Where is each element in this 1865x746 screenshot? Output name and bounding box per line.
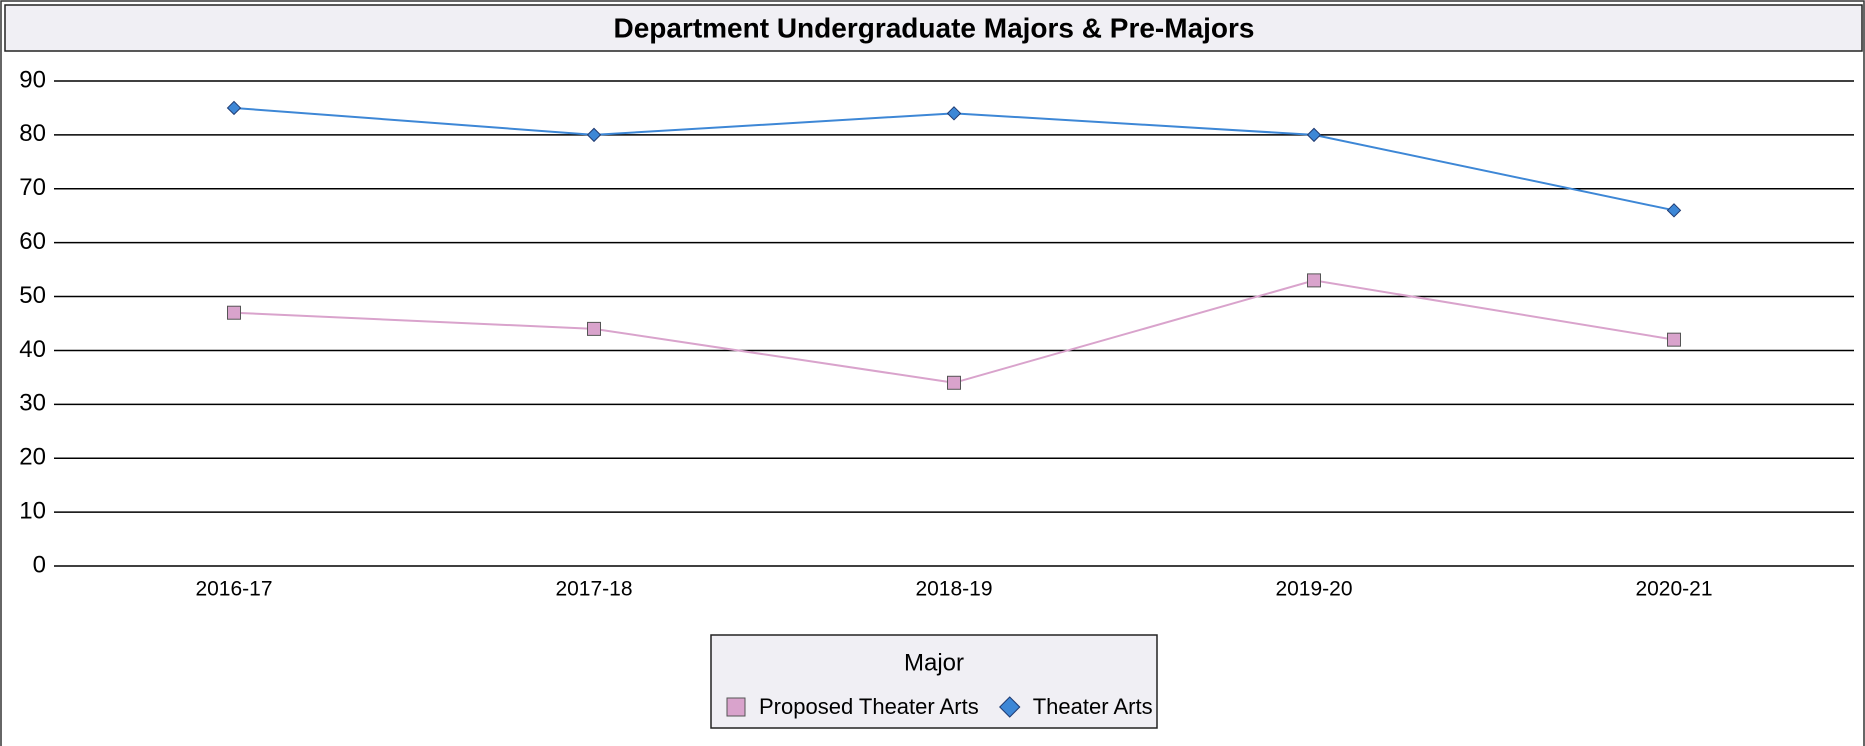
y-tick-label: 20: [19, 444, 46, 471]
data-point: [227, 305, 241, 320]
legend-label: Theater Arts: [1033, 694, 1153, 719]
y-tick-label: 60: [19, 228, 46, 255]
legend-swatch: [726, 697, 746, 717]
data-point: [1307, 273, 1321, 288]
data-point: [1306, 127, 1322, 143]
data-point: [1666, 203, 1682, 218]
y-tick-label: 50: [19, 282, 46, 309]
chart-title: Department Undergraduate Majors & Pre-Ma…: [613, 12, 1254, 43]
series-line: [233, 279, 1675, 384]
legend-box: [710, 634, 1158, 729]
y-tick-label: 70: [19, 174, 46, 201]
data-point: [587, 321, 601, 336]
data-point: [1667, 332, 1681, 347]
title-box: [4, 4, 1863, 52]
y-tick-label: 80: [19, 120, 46, 147]
legend-title: Major: [904, 649, 964, 676]
y-tick-label: 0: [33, 551, 46, 578]
data-point: [946, 106, 962, 121]
data-point: [586, 127, 602, 143]
x-tick-label: 2020-21: [1635, 578, 1712, 601]
series-line: [233, 106, 1675, 212]
y-tick-label: 30: [19, 390, 46, 417]
legend-label: Proposed Theater Arts: [759, 694, 979, 719]
y-tick-label: 10: [19, 497, 46, 524]
x-tick-label: 2019-20: [1275, 578, 1352, 601]
x-tick-label: 2016-17: [195, 578, 272, 601]
data-point: [226, 100, 242, 116]
data-point: [947, 375, 961, 390]
x-tick-label: 2018-19: [915, 578, 992, 601]
legend-swatch: [999, 696, 1021, 718]
y-tick-label: 90: [19, 66, 46, 93]
x-tick-label: 2017-18: [555, 578, 632, 601]
y-tick-label: 40: [19, 336, 46, 363]
